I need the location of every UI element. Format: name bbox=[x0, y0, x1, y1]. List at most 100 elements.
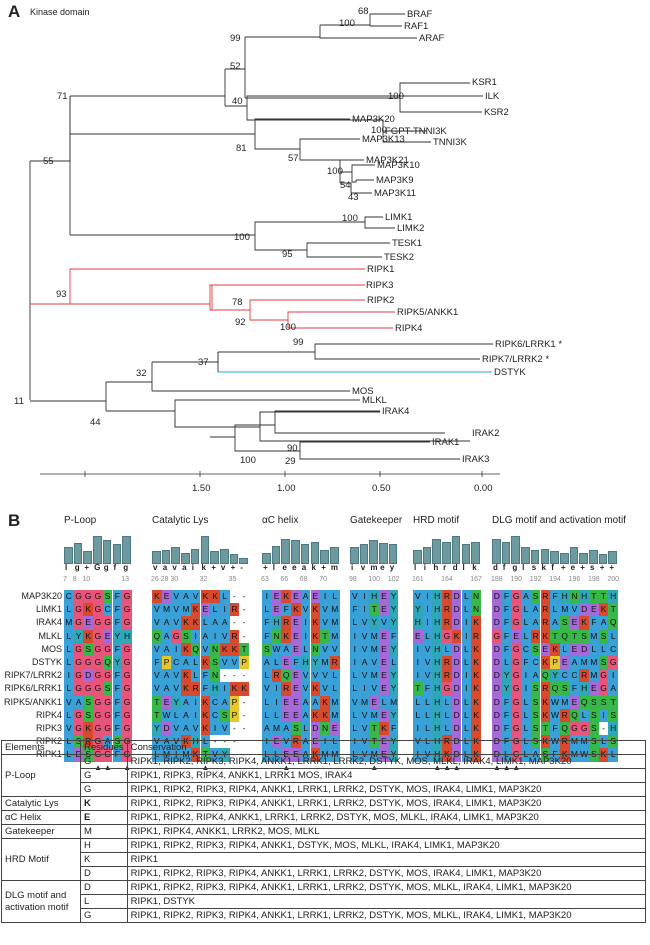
residue-cell: K bbox=[310, 708, 321, 722]
residue-cell: M bbox=[369, 669, 380, 683]
residue-cell: V bbox=[422, 642, 433, 656]
bootstrap-value: 100 bbox=[371, 125, 387, 136]
position-number: 200 bbox=[607, 576, 620, 583]
residue-cell: L bbox=[521, 629, 531, 643]
residue-cell: M bbox=[388, 695, 399, 709]
residue-cell: G bbox=[93, 695, 103, 709]
residue-cell: R bbox=[530, 629, 541, 643]
residue-cell: Q bbox=[559, 629, 570, 643]
table-row: G RIPK1, RIPK3, RIPK4, ANKK1, LRRK1 MOS, … bbox=[2, 768, 647, 783]
conservation-bar bbox=[569, 547, 579, 564]
position-number: 167 bbox=[470, 576, 482, 583]
residue-cell: V bbox=[171, 616, 182, 630]
conservation-bar bbox=[388, 544, 398, 564]
residue-cell: E bbox=[291, 590, 301, 604]
residue-cell: S bbox=[530, 708, 541, 722]
residue-cell: A bbox=[161, 616, 172, 630]
bootstrap-value: 100 bbox=[280, 322, 296, 333]
residue-cell: I bbox=[210, 722, 220, 736]
element-cell: αC Helix bbox=[1, 810, 81, 825]
residue-cell: G bbox=[83, 682, 94, 696]
conservation-bar bbox=[271, 545, 281, 564]
conservation-cell: RIPK1 bbox=[126, 852, 647, 867]
residue-cell: V bbox=[152, 603, 162, 617]
residue-cell: E bbox=[161, 590, 172, 604]
residue-cell: K bbox=[281, 629, 292, 643]
residue-cell: D bbox=[451, 656, 462, 670]
residue-cell: I bbox=[521, 682, 531, 696]
table-row: Gatekeeper M RIPK1, RIPK4, ANKK1, LRRK2, M… bbox=[1, 824, 647, 839]
residue-cell: A bbox=[181, 656, 191, 670]
table-row: HRD Motif H RIPK1, RIPK2, RIPK3, RIPK4, AN… bbox=[1, 838, 647, 881]
residue-cell: L bbox=[422, 708, 433, 722]
residue-cell: K bbox=[471, 642, 481, 656]
residue-cell: E bbox=[379, 708, 389, 722]
residue-cell: E bbox=[83, 616, 94, 630]
consensus-residue: s bbox=[590, 563, 595, 572]
residue-cell: M bbox=[589, 656, 599, 670]
alignment-row-label: DSTYK bbox=[31, 657, 62, 667]
residue-cell: A bbox=[359, 656, 370, 670]
taxon-label: KSR1 bbox=[472, 77, 497, 88]
residue-cell: S bbox=[598, 656, 609, 670]
residue-cell: G bbox=[569, 722, 580, 736]
conservation-bar bbox=[579, 552, 588, 564]
conservation-bar bbox=[608, 551, 618, 564]
residue-cell: M bbox=[559, 695, 570, 709]
residue-cell: M bbox=[329, 603, 340, 617]
residue-cell: N bbox=[271, 629, 282, 643]
residue-cell: I bbox=[300, 616, 311, 630]
residue-cell: V bbox=[190, 590, 201, 604]
residue-cell: K bbox=[471, 656, 481, 670]
conservation-table: Elements Residues Conservation P-Loop G RI… bbox=[1, 740, 647, 923]
residue-cell: L bbox=[329, 669, 340, 683]
residue-cell: F bbox=[501, 642, 512, 656]
consensus-residue: e bbox=[292, 563, 297, 572]
consensus-residue: + bbox=[321, 563, 326, 572]
residue-cell: G bbox=[83, 590, 94, 604]
residue-cell: A bbox=[569, 656, 580, 670]
residue-cell: I bbox=[300, 629, 311, 643]
residue-cell: E bbox=[161, 695, 172, 709]
conservation-bar bbox=[229, 554, 239, 564]
alignment-section-title: P-Loop bbox=[64, 515, 97, 526]
residue-cell: L bbox=[521, 722, 531, 736]
residue-cell: L bbox=[80, 894, 128, 909]
position-number: 66 bbox=[280, 576, 289, 583]
bootstrap-value: 71 bbox=[57, 91, 68, 102]
conservation-bar bbox=[83, 551, 93, 564]
position-number: 8 bbox=[72, 576, 77, 583]
residue-cell: - bbox=[229, 722, 240, 736]
residue-cell: G bbox=[93, 722, 103, 736]
phylogenetic-tree bbox=[29, 13, 500, 477]
residue-cell: A bbox=[181, 722, 191, 736]
residue-cell: G bbox=[171, 629, 182, 643]
residue-cell: G bbox=[511, 695, 522, 709]
residue-cell: L bbox=[461, 590, 472, 604]
residue-cell: K bbox=[540, 708, 551, 722]
residue-cell: L bbox=[579, 708, 589, 722]
residue-cell: K bbox=[190, 616, 201, 630]
residue-cell: L bbox=[64, 629, 74, 643]
residue-cell: R bbox=[540, 682, 551, 696]
residue-cell: M bbox=[271, 722, 282, 736]
alignment-row-label: LIMK1 bbox=[35, 604, 62, 615]
residue-cell: S bbox=[102, 590, 113, 604]
residue-cell: L bbox=[442, 708, 452, 722]
taxon-label: TESK2 bbox=[384, 252, 415, 263]
residue-cell: C bbox=[171, 656, 182, 670]
residue-cell: Y bbox=[388, 669, 399, 683]
conservation-bar bbox=[511, 536, 521, 564]
residue-cell: W bbox=[550, 695, 560, 709]
residue-cell: L bbox=[350, 616, 360, 630]
residue-cell: F bbox=[589, 616, 599, 630]
taxon-label: MAP3K11 bbox=[374, 188, 417, 199]
residue-cell: F bbox=[501, 695, 512, 709]
consensus-residue: v bbox=[172, 563, 177, 572]
conservation-bar bbox=[112, 544, 122, 564]
residue-cell: A bbox=[219, 695, 230, 709]
residue-cell: A bbox=[530, 669, 541, 683]
residue-cell: S bbox=[559, 616, 570, 630]
residue-cell: K bbox=[310, 603, 321, 617]
residue-cell: V bbox=[320, 682, 330, 696]
